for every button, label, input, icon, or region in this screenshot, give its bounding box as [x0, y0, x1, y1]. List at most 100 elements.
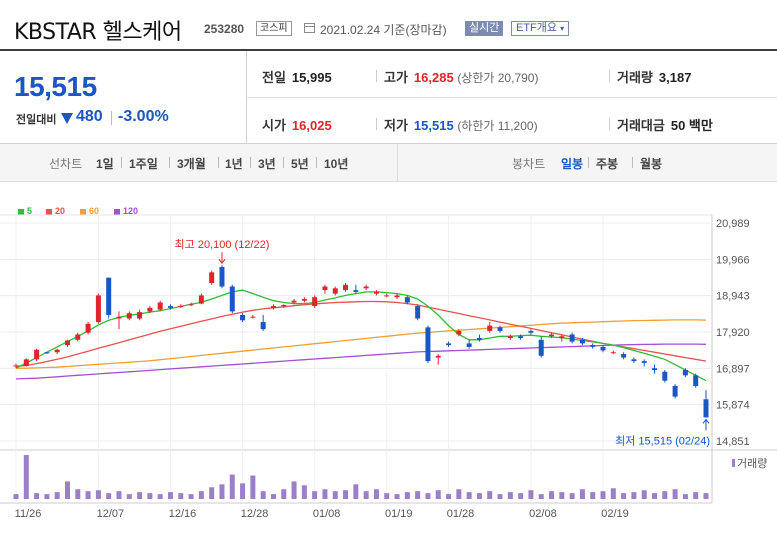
period-1y[interactable]: 1년 — [225, 157, 243, 171]
candle-weekly[interactable]: 주봉 — [596, 157, 619, 171]
y-tick-label: 14,851 — [716, 436, 750, 448]
volume-bar — [13, 494, 19, 499]
candle-daily[interactable]: 일봉 — [561, 157, 584, 171]
volume-bar — [106, 493, 112, 499]
volume-bar — [137, 492, 143, 499]
period-5y[interactable]: 5년 — [291, 157, 309, 171]
y-tick-label: 16,897 — [716, 363, 750, 375]
candle-monthly[interactable]: 월봉 — [640, 157, 663, 171]
candle — [621, 354, 627, 358]
volume-bar — [373, 489, 379, 499]
volume-bar — [466, 492, 472, 499]
period-1d[interactable]: 1일 — [96, 157, 114, 171]
toolbar-divider — [169, 157, 170, 168]
candle — [260, 322, 266, 330]
legend-swatch — [114, 208, 120, 215]
toolbar-divider — [588, 157, 589, 168]
candle — [538, 339, 544, 356]
candle — [507, 336, 513, 339]
legend-ma5: 5 — [18, 206, 32, 216]
candle — [270, 306, 276, 308]
amount-cell: 거래대금 50 백만 — [617, 115, 713, 134]
candle — [219, 267, 225, 287]
period-10y[interactable]: 10년 — [324, 157, 349, 171]
period-3y[interactable]: 3년 — [258, 157, 276, 171]
volume-bar — [75, 489, 81, 499]
legend-label: 120 — [123, 206, 139, 216]
toolbar-divider — [316, 157, 317, 168]
candle — [240, 314, 246, 321]
candle — [54, 349, 60, 353]
candle — [600, 346, 606, 351]
volume-bar — [44, 494, 50, 499]
line-chart-label: 선차트 — [49, 157, 83, 171]
candle — [198, 295, 204, 304]
candle — [126, 313, 132, 319]
volume-bar — [301, 485, 307, 499]
candle — [353, 290, 359, 292]
candle — [569, 334, 575, 342]
volume-bar — [229, 474, 235, 499]
volume-bar — [291, 481, 297, 499]
legend-label: 20 — [55, 206, 66, 216]
prev-close-value: 15,995 — [291, 70, 332, 85]
volume-bar — [415, 491, 421, 499]
x-tick-label: 11/26 — [15, 508, 42, 520]
realtime-button[interactable]: 실시간 — [465, 21, 504, 36]
header: KBSTAR 헬스케어 253280 코스피 2021.02.24 기준(장마감… — [0, 0, 777, 48]
period-3m[interactable]: 3개월 — [177, 157, 206, 171]
candle — [579, 339, 585, 344]
x-tick-label: 01/28 — [447, 508, 475, 520]
ma20-line — [15, 300, 707, 368]
volume-bar — [363, 491, 369, 499]
legend-ma60: 60 — [80, 206, 99, 216]
candle — [229, 286, 235, 312]
header-divider — [0, 49, 777, 51]
cell-divider — [609, 70, 610, 82]
stock-title: KBSTAR 헬스케어 — [14, 20, 182, 45]
chart-toolbar — [0, 144, 777, 182]
candle — [291, 300, 297, 303]
volume-bar — [219, 484, 225, 499]
candle — [610, 352, 616, 354]
candle — [456, 330, 462, 335]
y-tick-label: 19,966 — [716, 254, 750, 266]
candle — [641, 361, 647, 363]
volume-bar — [590, 492, 596, 499]
stats-divider — [246, 97, 777, 98]
volume-bar — [528, 490, 534, 499]
volume-cell: 거래량 3,187 — [617, 67, 691, 86]
change-percent: -3.00% — [118, 108, 169, 125]
open-label: 시가 — [262, 118, 286, 133]
volume-bar — [95, 490, 101, 499]
candle — [652, 368, 658, 371]
volume-bar — [384, 493, 390, 499]
reference-date: 2021.02.24 기준(장마감) — [320, 23, 447, 37]
toolbar-divider — [397, 144, 398, 181]
volume-legend-label: 거래량 — [737, 457, 767, 470]
candle — [95, 295, 101, 323]
x-tick-label: 01/08 — [313, 508, 341, 520]
period-1w[interactable]: 1주일 — [129, 157, 158, 171]
candle — [157, 302, 163, 310]
y-tick-label: 15,874 — [716, 400, 750, 412]
candle — [23, 359, 29, 367]
calendar-icon — [304, 23, 315, 33]
candle — [64, 340, 70, 346]
candle — [343, 284, 349, 291]
change-divider — [111, 111, 112, 125]
legend-label: 5 — [27, 206, 33, 216]
candle — [559, 336, 565, 339]
high-annotation: 최고 20,100 (12/22) — [175, 238, 270, 251]
candle — [44, 352, 50, 354]
high-value: 16,285 — [413, 70, 454, 85]
volume-bar — [116, 491, 122, 499]
upper-limit: (상한가 20,790) — [457, 71, 539, 85]
candle — [188, 304, 194, 306]
low-annotation: 최저 15,515 (02/24) — [615, 434, 710, 447]
candle — [116, 316, 122, 319]
toolbar-divider — [121, 157, 122, 168]
high-arrow-head — [218, 258, 226, 265]
etf-overview-dropdown[interactable]: ETF개요 ▾ — [511, 21, 570, 36]
